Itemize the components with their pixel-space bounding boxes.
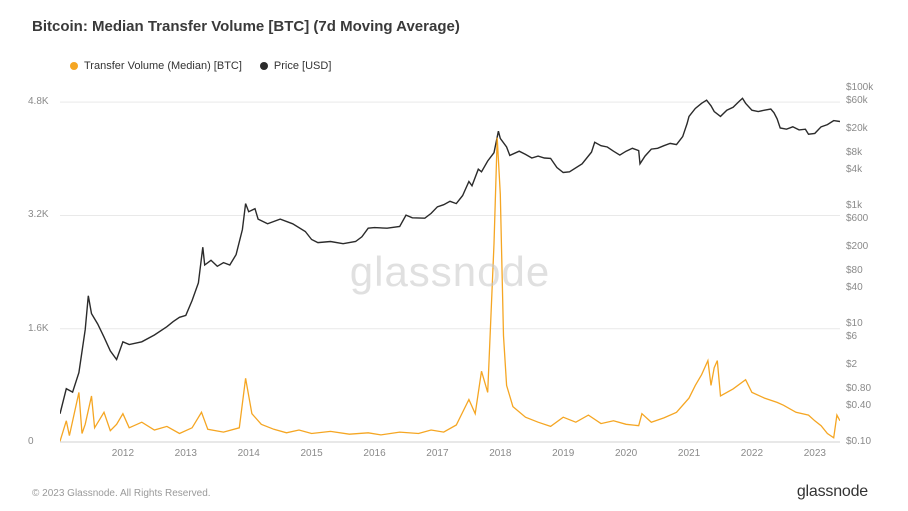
legend-item-price: Price [USD] bbox=[260, 60, 331, 72]
x-tick: 2016 bbox=[363, 448, 385, 459]
y-left-tick: 0 bbox=[28, 436, 34, 447]
plot-area: glassnode 01.6K3.2K4.8K $0.10$0.40$0.80$… bbox=[60, 82, 840, 462]
chart-container: Bitcoin: Median Transfer Volume [BTC] (7… bbox=[0, 0, 908, 511]
chart-title: Bitcoin: Median Transfer Volume [BTC] (7… bbox=[32, 18, 460, 35]
y-right-tick: $600 bbox=[846, 213, 868, 224]
volume-line bbox=[60, 138, 840, 442]
y-left-tick: 3.2K bbox=[28, 209, 49, 220]
price-line bbox=[60, 98, 840, 414]
x-tick: 2022 bbox=[741, 448, 763, 459]
y-right-tick: $8k bbox=[846, 147, 862, 158]
x-tick: 2021 bbox=[678, 448, 700, 459]
y-right-tick: $80 bbox=[846, 265, 863, 276]
y-right-tick: $40 bbox=[846, 282, 863, 293]
legend-dot-price bbox=[260, 62, 268, 70]
y-right-tick: $200 bbox=[846, 241, 868, 252]
x-tick: 2018 bbox=[489, 448, 511, 459]
x-tick: 2017 bbox=[426, 448, 448, 459]
y-left-tick: 1.6K bbox=[28, 323, 49, 334]
x-tick: 2015 bbox=[300, 448, 322, 459]
legend-label-volume: Transfer Volume (Median) [BTC] bbox=[84, 60, 242, 72]
x-tick: 2013 bbox=[175, 448, 197, 459]
y-right-tick: $6 bbox=[846, 331, 857, 342]
y-right-tick: $0.80 bbox=[846, 383, 871, 394]
y-right-tick: $10 bbox=[846, 318, 863, 329]
legend-label-price: Price [USD] bbox=[274, 60, 331, 72]
legend-dot-volume bbox=[70, 62, 78, 70]
x-tick: 2012 bbox=[112, 448, 134, 459]
y-right-tick: $4k bbox=[846, 164, 862, 175]
y-right-tick: $2 bbox=[846, 359, 857, 370]
y-left-tick: 4.8K bbox=[28, 96, 49, 107]
legend-item-volume: Transfer Volume (Median) [BTC] bbox=[70, 60, 242, 72]
y-right-tick: $0.10 bbox=[846, 436, 871, 447]
chart-svg bbox=[60, 82, 840, 462]
y-right-tick: $20k bbox=[846, 123, 868, 134]
y-right-tick: $1k bbox=[846, 200, 862, 211]
x-tick: 2019 bbox=[552, 448, 574, 459]
x-tick: 2023 bbox=[804, 448, 826, 459]
y-right-tick: $0.40 bbox=[846, 400, 871, 411]
y-right-tick: $100k bbox=[846, 82, 873, 93]
brand-logo: glassnode bbox=[797, 483, 868, 501]
copyright: © 2023 Glassnode. All Rights Reserved. bbox=[32, 488, 211, 499]
x-tick: 2014 bbox=[238, 448, 260, 459]
x-tick: 2020 bbox=[615, 448, 637, 459]
chart-legend: Transfer Volume (Median) [BTC] Price [US… bbox=[70, 60, 331, 72]
y-right-tick: $60k bbox=[846, 95, 868, 106]
gridlines bbox=[60, 102, 840, 442]
